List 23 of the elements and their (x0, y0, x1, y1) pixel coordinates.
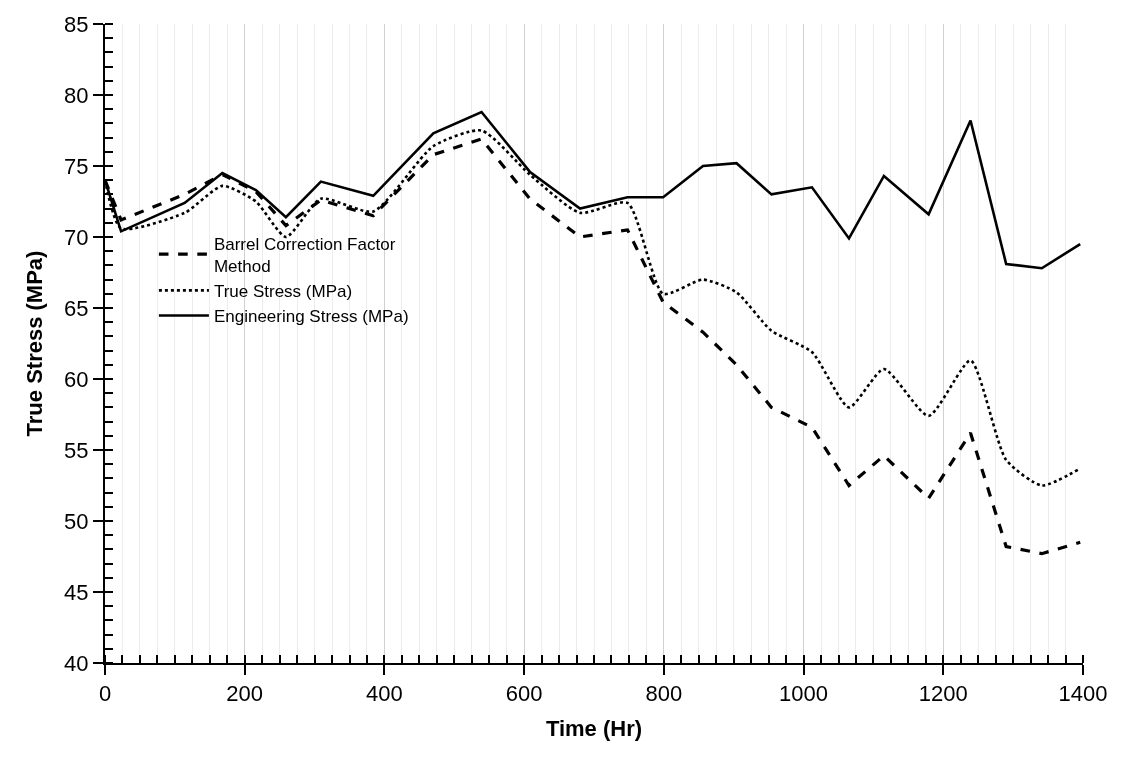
legend-label: True Stress (MPa) (213, 281, 353, 301)
y-tick-label: 75 (64, 153, 89, 179)
legend-label: Barrel Correction Factor Method (213, 234, 396, 276)
x-tick-label: 1200 (918, 681, 968, 707)
x-tick-label: 800 (645, 681, 683, 707)
x-tick-label: 0 (98, 681, 112, 707)
y-tick-label: 70 (64, 224, 89, 250)
x-tick-label: 1400 (1058, 681, 1108, 707)
y-axis-title: True Stress (MPa) (22, 250, 48, 437)
x-tick-label: 200 (226, 681, 264, 707)
y-tick-label: 55 (64, 437, 89, 463)
x-axis-title: Time (Hr) (545, 715, 643, 741)
y-tick-label: 50 (64, 508, 89, 534)
y-tick-label: 60 (64, 366, 89, 392)
y-tick-label: 65 (64, 295, 89, 321)
y-tick-label: 85 (64, 11, 89, 37)
y-tick-label: 45 (64, 579, 89, 605)
y-tick-label: 40 (64, 650, 89, 676)
legend-label: Engineering Stress (MPa) (213, 307, 409, 327)
y-tick-label: 80 (64, 82, 89, 108)
x-tick-label: 1000 (779, 681, 829, 707)
x-tick-label: 400 (366, 681, 403, 707)
x-tick-label: 600 (505, 681, 543, 707)
